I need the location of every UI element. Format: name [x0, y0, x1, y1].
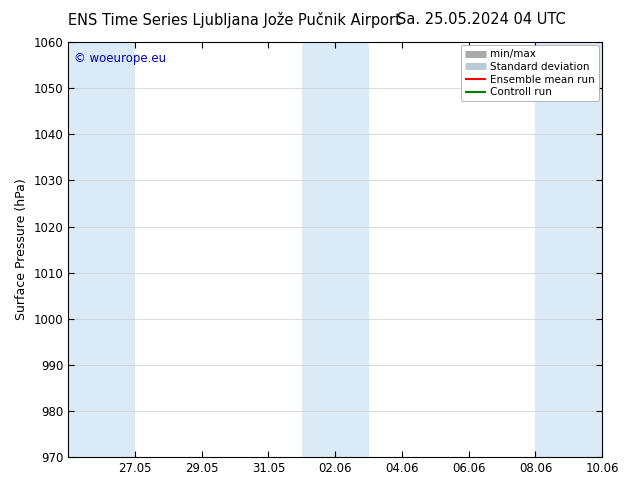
- Bar: [68, 42, 101, 457]
- Text: Sa. 25.05.2024 04 UTC: Sa. 25.05.2024 04 UTC: [398, 12, 566, 27]
- Bar: [302, 42, 335, 457]
- Y-axis label: Surface Pressure (hPa): Surface Pressure (hPa): [15, 179, 28, 320]
- Legend: min/max, Standard deviation, Ensemble mean run, Controll run: min/max, Standard deviation, Ensemble me…: [461, 45, 599, 101]
- Bar: [101, 42, 135, 457]
- Text: © woeurope.eu: © woeurope.eu: [74, 52, 165, 66]
- Text: ENS Time Series Ljubljana Jože Pučnik Airport: ENS Time Series Ljubljana Jože Pučnik Ai…: [68, 12, 401, 28]
- Bar: [536, 42, 569, 457]
- Bar: [335, 42, 368, 457]
- Bar: [569, 42, 602, 457]
